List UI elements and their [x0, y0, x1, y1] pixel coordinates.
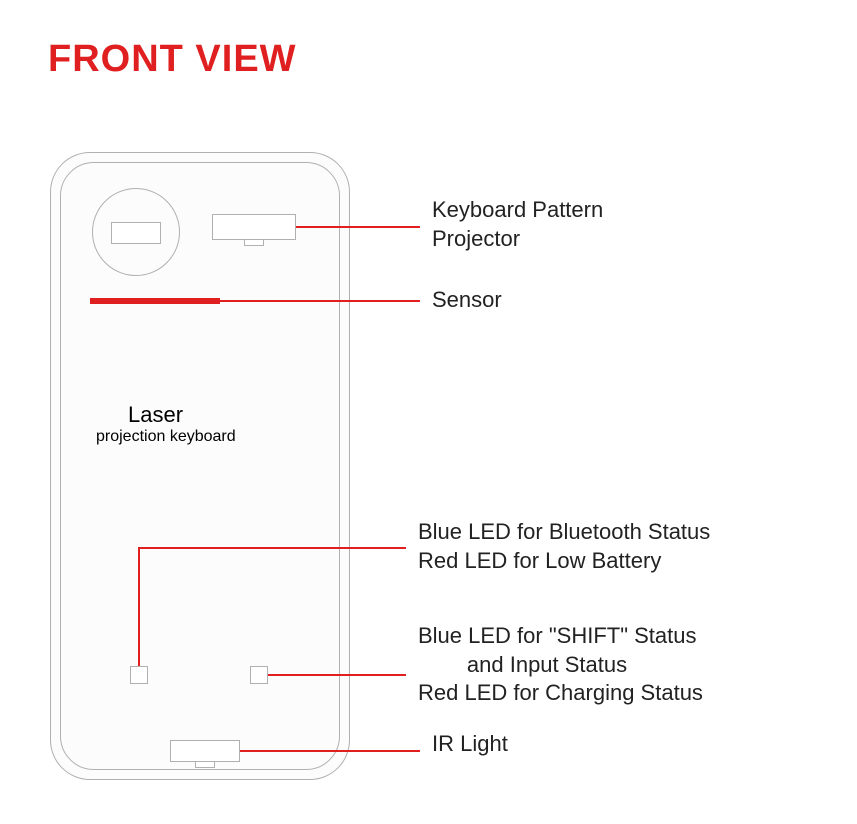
sensor-bar	[90, 298, 220, 304]
projector-notch	[244, 240, 264, 246]
callout-sensor: Sensor	[432, 286, 502, 315]
lens-window	[111, 222, 161, 244]
callout-led-shift: Blue LED for "SHIFT" Status and Input St…	[418, 622, 703, 708]
device-label-sub: projection keyboard	[96, 428, 236, 446]
projector-window	[212, 214, 296, 240]
page-title: FRONT VIEW	[48, 38, 297, 81]
callout-led-bt: Blue LED for Bluetooth Status Red LED fo…	[418, 518, 710, 575]
ir-notch	[195, 762, 215, 768]
callout-projector: Keyboard Pattern Projector	[432, 196, 603, 253]
led-right	[250, 666, 268, 684]
led-left	[130, 666, 148, 684]
ir-slot	[170, 740, 240, 762]
callout-ir-light: IR Light	[432, 730, 508, 759]
device-label-main: Laser	[128, 402, 183, 428]
